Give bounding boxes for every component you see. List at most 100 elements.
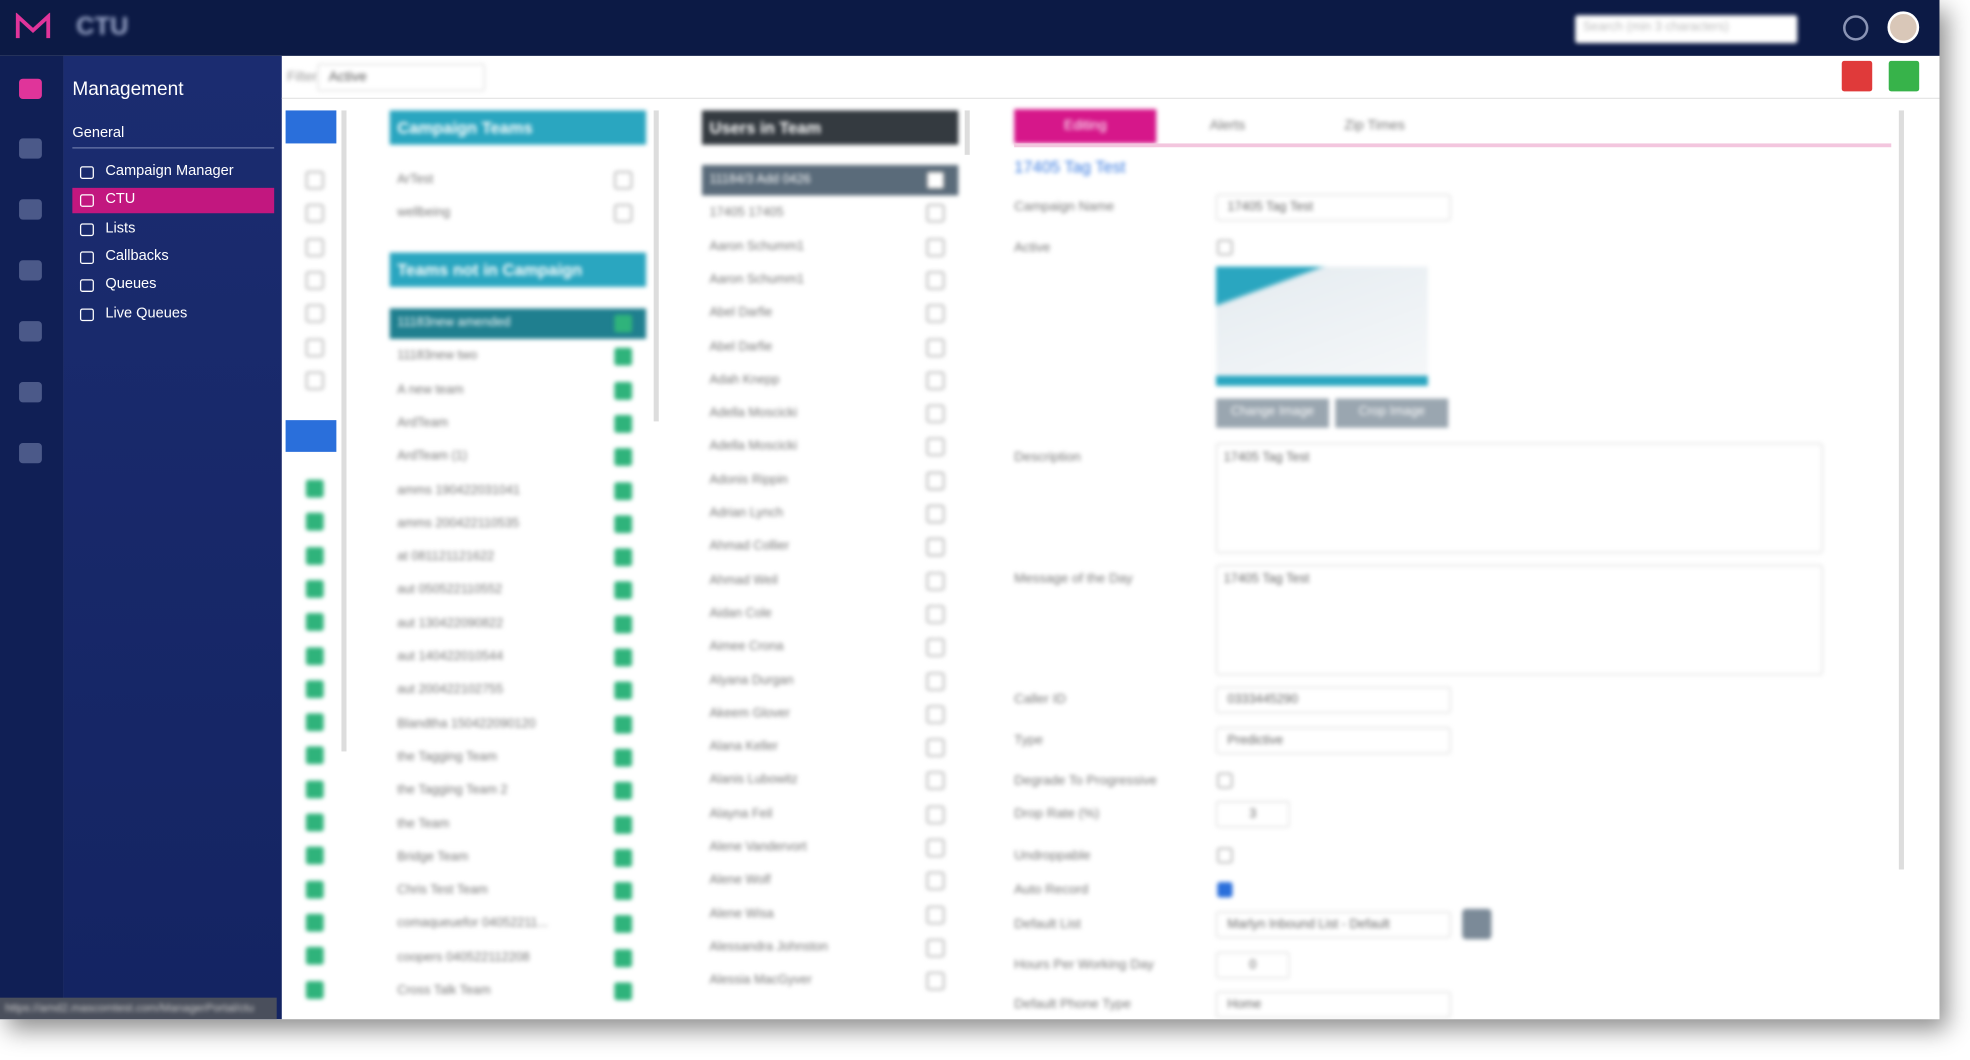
checkbox[interactable] bbox=[1217, 882, 1233, 898]
list-item[interactable]: Aimee Crona bbox=[709, 639, 784, 654]
list-item[interactable]: Alanis Lubowitz bbox=[709, 773, 798, 788]
tab[interactable]: Editing bbox=[1063, 118, 1107, 134]
checkbox[interactable] bbox=[614, 515, 633, 533]
list-item[interactable]: aut 050522110552 bbox=[397, 583, 503, 598]
list-item[interactable]: 17405 17405 bbox=[709, 206, 784, 220]
checkbox[interactable] bbox=[305, 980, 324, 999]
checkbox[interactable] bbox=[926, 905, 945, 924]
nav-item[interactable]: CTU bbox=[105, 192, 136, 208]
checkbox[interactable] bbox=[926, 238, 945, 256]
sidebar-icon[interactable] bbox=[19, 260, 42, 281]
input[interactable]: Predictive bbox=[1215, 727, 1451, 754]
checkbox[interactable] bbox=[305, 613, 324, 632]
checkbox[interactable] bbox=[614, 381, 633, 400]
list-item[interactable]: Alene Vandervort bbox=[709, 840, 807, 855]
list-item[interactable]: Cross Talk Team bbox=[397, 983, 491, 998]
checkbox[interactable] bbox=[926, 939, 945, 957]
checkbox[interactable] bbox=[305, 479, 324, 498]
checkbox[interactable] bbox=[926, 638, 945, 657]
list-item[interactable]: Bridge Team bbox=[397, 850, 469, 865]
checkbox[interactable] bbox=[614, 815, 633, 834]
list-item[interactable]: the Tagging Team 2 bbox=[397, 783, 508, 798]
checkbox[interactable] bbox=[926, 204, 945, 223]
checkbox[interactable] bbox=[614, 581, 633, 600]
nav-item[interactable]: Lists bbox=[105, 220, 136, 236]
checkbox[interactable] bbox=[614, 548, 633, 567]
list-item[interactable]: at 081121121622 bbox=[397, 549, 495, 564]
list-item[interactable]: ArdTeam (1) bbox=[397, 449, 468, 464]
list-item[interactable]: Ahmad Weil bbox=[709, 573, 778, 588]
sidebar-icon[interactable] bbox=[19, 138, 42, 159]
list-item[interactable]: Adonis Rippin bbox=[709, 473, 788, 488]
checkbox[interactable] bbox=[926, 705, 945, 724]
avatar[interactable] bbox=[1887, 11, 1920, 44]
checkbox[interactable] bbox=[614, 348, 633, 366]
checkbox[interactable] bbox=[926, 271, 945, 290]
list-item[interactable]: Aaron Schumm1 bbox=[709, 239, 805, 254]
checkbox[interactable] bbox=[614, 171, 633, 190]
list-item[interactable]: Abel Darfie bbox=[709, 306, 773, 321]
checkbox[interactable] bbox=[614, 448, 633, 467]
list-item[interactable]: amms 190422031041 bbox=[397, 482, 521, 497]
checkbox[interactable] bbox=[305, 579, 324, 598]
checkbox[interactable] bbox=[926, 738, 945, 757]
sidebar-icon[interactable] bbox=[19, 321, 42, 342]
input[interactable]: 0 bbox=[1215, 951, 1290, 979]
checkbox[interactable] bbox=[614, 314, 633, 333]
list-item[interactable]: Alessia MacGyver bbox=[709, 973, 812, 988]
checkbox[interactable] bbox=[926, 538, 945, 557]
checkbox[interactable] bbox=[926, 872, 945, 891]
input[interactable]: 3 bbox=[1215, 800, 1290, 828]
sidebar-icon[interactable] bbox=[19, 78, 42, 100]
list-item[interactable]: Ahmad Collier bbox=[709, 539, 790, 554]
list-item[interactable]: Blandtha 150422090120 bbox=[397, 716, 536, 731]
input[interactable]: 0333445290 bbox=[1215, 686, 1451, 714]
list-item[interactable]: aut 200422102755 bbox=[397, 683, 504, 698]
list-item[interactable]: comaqueuefor 04052211... bbox=[397, 916, 549, 931]
list-item[interactable]: Adella Moscicki bbox=[709, 406, 798, 421]
green-button[interactable] bbox=[1888, 60, 1920, 92]
checkbox[interactable] bbox=[305, 880, 324, 899]
list-item[interactable]: Alyana Durgan bbox=[709, 673, 794, 688]
filter-select[interactable]: Active bbox=[317, 63, 485, 92]
checkbox[interactable] bbox=[926, 438, 945, 457]
checkbox[interactable] bbox=[614, 748, 633, 767]
checkbox[interactable] bbox=[926, 839, 945, 857]
search-box[interactable]: Search (min 3 characters) bbox=[1575, 15, 1798, 44]
checkbox[interactable] bbox=[614, 715, 633, 734]
list-item[interactable]: Adah Knepp bbox=[709, 372, 780, 387]
input[interactable]: 17405 Tag Test bbox=[1215, 194, 1451, 221]
list-item[interactable]: Aidan Cole bbox=[709, 606, 772, 621]
checkbox[interactable] bbox=[926, 505, 945, 523]
list-item[interactable]: Adrian Lynch bbox=[709, 506, 784, 521]
list-item[interactable]: 11183new two bbox=[397, 349, 478, 364]
checkbox[interactable] bbox=[305, 947, 324, 965]
checkbox[interactable] bbox=[926, 805, 945, 824]
list-item[interactable]: Alayna Feil bbox=[709, 806, 773, 821]
checkbox[interactable] bbox=[926, 772, 945, 791]
checkbox[interactable] bbox=[614, 204, 633, 223]
checkbox[interactable] bbox=[1217, 847, 1233, 864]
list-item[interactable]: Alene Wolf bbox=[709, 873, 771, 888]
textarea[interactable]: 17405 Tag Test bbox=[1215, 564, 1823, 676]
checkbox[interactable] bbox=[614, 782, 633, 800]
checkbox[interactable] bbox=[305, 813, 324, 832]
sidebar-icon[interactable] bbox=[19, 442, 42, 464]
list-item[interactable]: Aaron Schumm1 bbox=[709, 272, 805, 287]
list-item[interactable]: ArdTeam bbox=[397, 416, 449, 431]
nav-item[interactable]: Live Queues bbox=[105, 305, 188, 321]
red-button[interactable] bbox=[1841, 60, 1873, 92]
checkbox[interactable] bbox=[926, 338, 945, 357]
checkbox[interactable] bbox=[305, 513, 324, 531]
checkbox[interactable] bbox=[926, 171, 945, 190]
list-item[interactable]: Alana Keller bbox=[709, 740, 778, 755]
checkbox[interactable] bbox=[614, 615, 633, 633]
checkbox[interactable] bbox=[305, 846, 324, 865]
input[interactable]: Home bbox=[1215, 991, 1451, 1018]
checkbox[interactable] bbox=[926, 972, 945, 991]
checkbox[interactable] bbox=[305, 913, 324, 932]
checkbox[interactable] bbox=[926, 405, 945, 423]
checkbox[interactable] bbox=[926, 371, 945, 390]
list-item[interactable]: Alene Wisa bbox=[709, 907, 774, 921]
checkbox[interactable] bbox=[305, 546, 324, 565]
